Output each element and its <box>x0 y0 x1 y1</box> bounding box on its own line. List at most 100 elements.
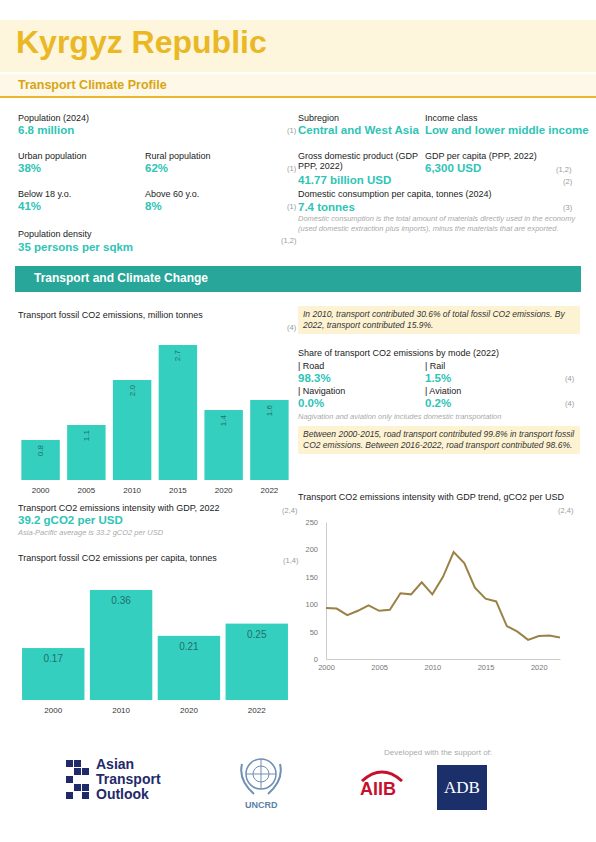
x-tick-label: 2000 <box>32 486 50 495</box>
source-ref: (1) <box>287 203 296 212</box>
stat-value: 38% <box>18 162 41 175</box>
highlight: In 2010, transport contributed 30.6% of … <box>298 306 580 334</box>
stat-value: 6,300 USD <box>425 162 481 175</box>
stat-value: Central and West Asia <box>298 124 419 137</box>
ato-square <box>82 768 89 775</box>
uncrd-emblem <box>236 750 286 798</box>
plot-area <box>326 552 560 640</box>
x-tick-label: 2022 <box>261 486 279 495</box>
logo-text: Outlook <box>96 786 149 802</box>
chart: 20002005201020152020050100150200250 <box>290 512 590 677</box>
intensity-value: 39.2 gCO2 per USD <box>18 514 123 527</box>
ato-square <box>74 760 81 767</box>
bar <box>204 410 242 480</box>
x-tick: 2000 <box>318 659 335 672</box>
data-label: 2.7 <box>173 349 182 361</box>
stat-label: GDP per capita (PPP, 2022) <box>425 151 537 161</box>
ato-square <box>74 784 81 791</box>
source-ref: (4) <box>565 400 574 409</box>
stat-label: Above 60 y.o. <box>145 189 199 199</box>
bar <box>113 380 151 480</box>
x-axis-line <box>327 659 561 660</box>
data-label: 1.6 <box>265 404 274 416</box>
chart: 20002010202020220.170.360.210.25 <box>15 570 300 725</box>
support-text: Developed with the support of: <box>384 748 492 757</box>
y-tick: 200 <box>305 545 326 554</box>
x-tick-label: 2022 <box>248 706 266 715</box>
x-axis: 2000 2005 2010 2015 2020 <box>318 659 560 672</box>
intensity-label: Transport CO2 emissions intensity with G… <box>18 503 220 513</box>
logo-text: Transport <box>96 771 161 787</box>
x-tick-label: 2005 <box>371 663 388 672</box>
x-tick-label: 2015 <box>478 663 495 672</box>
stat-label: Population (2024) <box>18 113 89 123</box>
emblem-circle <box>246 759 276 789</box>
bar <box>22 648 84 700</box>
mode-label: | Aviation <box>425 386 461 396</box>
section-title: Transport and Climate Change <box>34 272 208 286</box>
logo-text: AIIB <box>360 779 396 800</box>
stat-label: Rural population <box>145 151 211 161</box>
highlight: Between 2000-2015, road transport contri… <box>298 426 580 454</box>
bar <box>90 590 152 700</box>
x-tick: 2015 <box>478 659 495 672</box>
x-tick-label: 2005 <box>77 486 95 495</box>
x-axis: 2000 2010 2020 2022 <box>44 706 266 715</box>
x-tick-label: 2000 <box>44 706 62 715</box>
ato-square <box>66 792 73 799</box>
ato-square <box>66 760 73 767</box>
subtitle: Transport Climate Profile <box>18 78 167 92</box>
x-tick: 2020 <box>531 659 548 672</box>
plot-area <box>22 590 288 700</box>
bar <box>67 425 105 480</box>
x-tick: 2005 <box>371 659 388 672</box>
stat-value: 8% <box>145 200 162 213</box>
y-axis: 050100150200250 <box>305 518 326 664</box>
data-label: 0.21 <box>179 641 199 652</box>
source-ref: (1,2) <box>281 237 296 246</box>
mode-value: 0.0% <box>298 397 324 410</box>
y-tick: 150 <box>305 573 326 582</box>
x-tick: 2010 <box>112 706 130 715</box>
logo-text: ADB <box>444 778 480 798</box>
x-tick: 2022 <box>248 706 266 715</box>
chart: 2000200520102015202020220.81.12.02.71.41… <box>15 330 300 500</box>
x-tick: 2000 <box>32 486 50 495</box>
x-tick-label: 2010 <box>112 706 130 715</box>
ato-icon <box>62 760 94 800</box>
stat-value: 7.4 tonnes <box>298 201 355 214</box>
mode-label: | Road <box>298 361 324 371</box>
y-tick: 0 <box>314 655 326 664</box>
bar <box>159 345 197 480</box>
emblem-line <box>261 759 262 789</box>
source-ref: (2,4) <box>282 507 297 516</box>
x-tick-label: 2020 <box>215 486 233 495</box>
y-tick-label: 250 <box>305 518 318 527</box>
data-label: 1.4 <box>219 414 228 426</box>
source-ref: (1,4) <box>283 557 298 566</box>
stat-value: 62% <box>145 162 168 175</box>
ato-square <box>82 784 89 791</box>
y-tick: 250 <box>305 518 326 527</box>
line <box>326 552 560 640</box>
stat-value: 6.8 million <box>18 124 74 137</box>
data-label: 0.25 <box>247 629 267 640</box>
ato-square <box>74 768 81 775</box>
source-ref: (4) <box>565 375 574 384</box>
x-tick-label: 2010 <box>123 486 141 495</box>
logo-text: Asian <box>96 756 134 772</box>
stat-label: Subregion <box>298 113 339 123</box>
x-tick: 2015 <box>169 486 187 495</box>
x-tick: 2010 <box>123 486 141 495</box>
x-tick-label: 2010 <box>425 663 442 672</box>
data-label: 2.0 <box>128 384 137 396</box>
stat-value: 41.77 billion USD <box>298 174 391 187</box>
bar <box>158 636 220 700</box>
y-tick-label: 0 <box>314 655 318 664</box>
source-ref: (1) <box>287 165 296 174</box>
mode-value: 1.5% <box>425 372 451 385</box>
x-tick: 2020 <box>180 706 198 715</box>
bar <box>21 440 59 480</box>
x-tick-label: 2015 <box>169 486 187 495</box>
stat-value: 41% <box>18 200 41 213</box>
